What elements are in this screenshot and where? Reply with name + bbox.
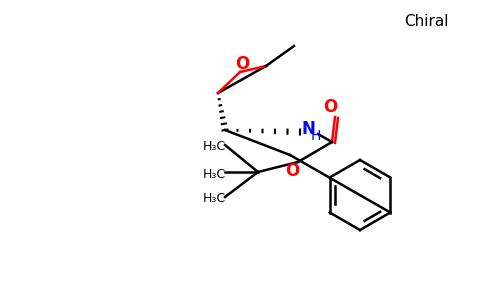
Text: O: O	[235, 55, 249, 73]
Text: Chiral: Chiral	[404, 14, 448, 28]
Text: O: O	[285, 162, 299, 180]
Text: O: O	[323, 98, 337, 116]
Text: H₃C: H₃C	[203, 167, 226, 181]
Text: H: H	[311, 129, 321, 143]
Text: H₃C: H₃C	[203, 193, 226, 206]
Text: N: N	[301, 120, 315, 138]
Text: H₃C: H₃C	[203, 140, 226, 154]
